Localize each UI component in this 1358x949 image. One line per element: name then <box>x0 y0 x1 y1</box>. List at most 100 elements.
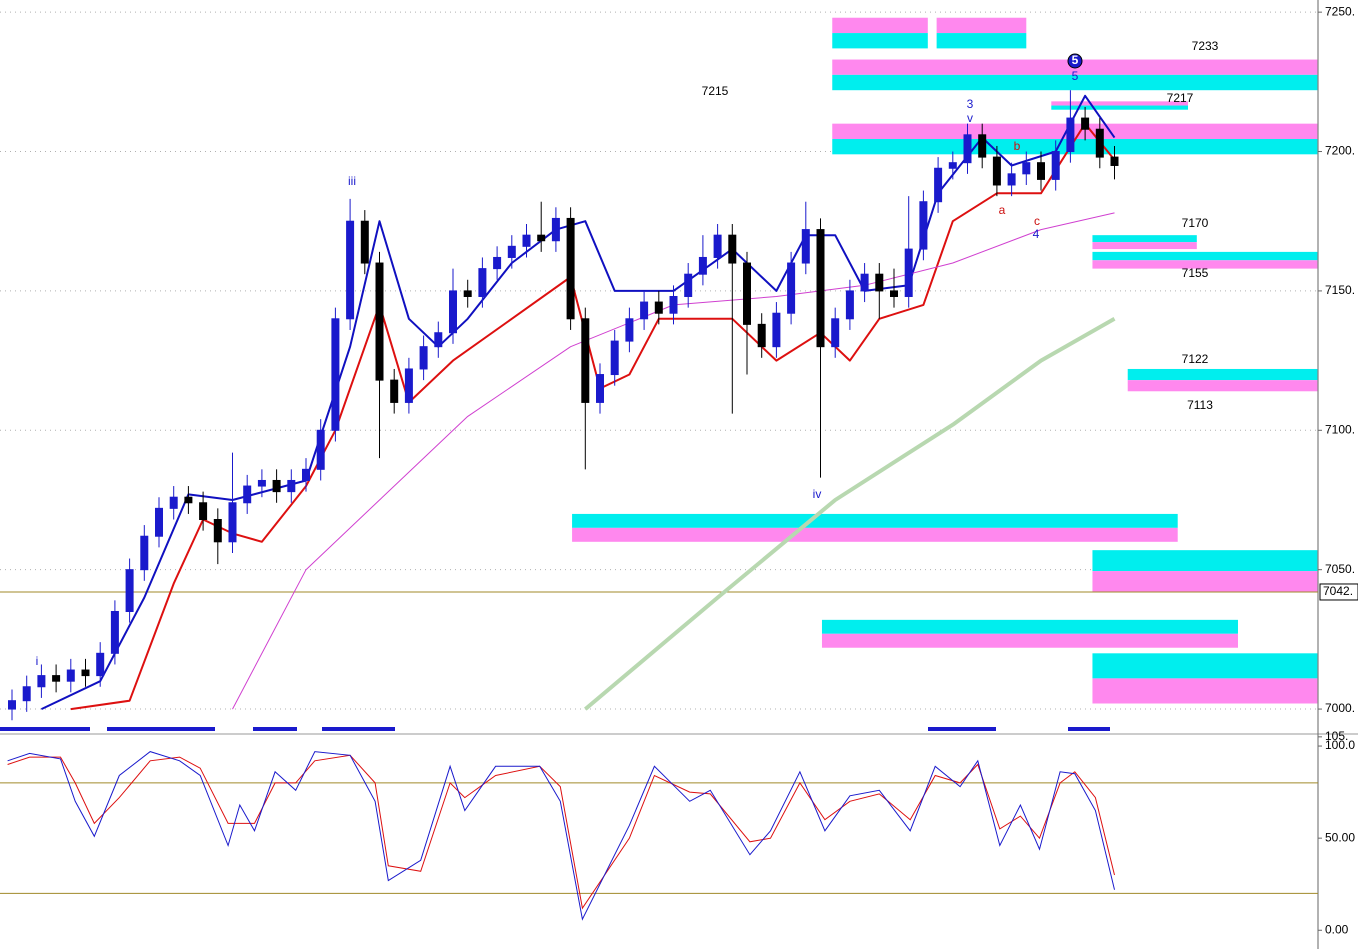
candle-body <box>449 290 457 334</box>
candle-body <box>1095 128 1104 158</box>
zone-lower <box>832 33 928 49</box>
zone-lower <box>832 138 1318 155</box>
candle-body <box>860 273 869 292</box>
candle-body <box>963 134 972 164</box>
zone-upper <box>1051 101 1188 106</box>
candle-body <box>213 519 222 543</box>
y-tick-label: 50.00 <box>1325 830 1355 844</box>
candle-body <box>81 669 90 677</box>
candle-body <box>1066 117 1075 153</box>
period-marker <box>322 727 395 731</box>
annotation: 3 <box>967 97 974 111</box>
zone-lower <box>821 633 1238 648</box>
candle-body <box>566 217 575 320</box>
zone-upper <box>1092 653 1318 679</box>
zone-lower <box>1092 242 1197 250</box>
candle-body <box>243 485 252 504</box>
period-markers <box>0 727 1110 731</box>
y-tick-label: 7100. <box>1325 422 1355 436</box>
candle-body <box>919 201 928 250</box>
candle-body <box>934 167 943 203</box>
candle-body <box>713 234 722 258</box>
candle-body <box>404 368 413 403</box>
candle-body <box>654 301 663 314</box>
candle-body <box>52 675 61 682</box>
annotation: i <box>36 654 39 668</box>
annotation: b <box>1014 139 1021 153</box>
candle-body <box>537 234 546 242</box>
zone-lower <box>1092 571 1318 592</box>
candle-body <box>581 318 590 403</box>
candle-body <box>801 229 810 264</box>
zone-lower <box>832 74 1318 91</box>
y-tick-label: 7050. <box>1325 562 1355 576</box>
zone-upper <box>1092 251 1318 261</box>
period-marker <box>107 727 215 731</box>
candle-body <box>610 340 619 376</box>
zone-upper <box>572 513 1178 528</box>
zone-lower <box>1051 105 1188 110</box>
zone-upper <box>832 123 1318 139</box>
period-marker <box>0 727 90 731</box>
candle-body <box>302 468 310 481</box>
candle-body <box>596 374 604 403</box>
candle-body <box>37 675 46 688</box>
y-tick-label: 7150. <box>1325 283 1355 297</box>
y-tick-label: 7200. <box>1325 144 1355 158</box>
annotation: 7217 <box>1167 91 1194 105</box>
candle-body <box>66 669 75 682</box>
candle-body <box>272 479 281 493</box>
candle-body <box>728 234 737 264</box>
candle-body <box>743 262 751 325</box>
zone-lower <box>572 527 1178 542</box>
zone-upper <box>821 619 1238 634</box>
candle-body <box>772 312 781 348</box>
zone-upper <box>1127 368 1318 381</box>
candle-body <box>831 318 840 348</box>
candle-body <box>96 652 105 677</box>
period-marker <box>928 727 996 731</box>
zone-upper <box>1092 550 1318 572</box>
annotation: 7155 <box>1182 266 1209 280</box>
candle-body <box>787 262 796 314</box>
zone-upper <box>832 17 928 34</box>
candle-body <box>845 290 854 320</box>
reference-label: 7042. <box>1323 584 1353 598</box>
candle-body <box>551 217 560 242</box>
candle-body <box>287 479 296 493</box>
annotation: c <box>1034 214 1040 228</box>
candle-body <box>22 686 31 702</box>
annotation: iii <box>348 174 356 188</box>
candle-body <box>493 256 502 270</box>
candle-body <box>375 262 384 381</box>
candle-body <box>875 273 884 292</box>
candle-body <box>1051 151 1060 180</box>
candle-body <box>684 273 693 297</box>
indicator-line <box>40 94 1116 711</box>
candle-body <box>698 256 707 275</box>
zone-lower <box>936 33 1027 49</box>
zone-lower <box>1092 678 1318 704</box>
candle-body <box>1022 162 1031 175</box>
oscillator-line <box>7 751 1115 921</box>
y-tick-label: 0.00 <box>1325 922 1349 936</box>
candle-body <box>140 535 149 571</box>
candle-body <box>316 429 325 470</box>
candle-body <box>1110 156 1119 166</box>
candle-body <box>110 610 119 654</box>
annotation: 7233 <box>1192 39 1219 53</box>
candle-body <box>640 301 649 320</box>
candle-body <box>463 290 472 297</box>
candle-body <box>757 323 766 348</box>
annotation: 4 <box>1033 227 1040 241</box>
zone-upper <box>1092 235 1197 243</box>
annotation: 7113 <box>1187 398 1213 412</box>
annotation: iv <box>813 487 822 501</box>
candle-body <box>184 496 193 504</box>
candle-body <box>507 245 516 258</box>
candle-body <box>948 162 957 169</box>
annotation: 5 <box>1072 53 1079 67</box>
candle-body <box>390 379 399 403</box>
